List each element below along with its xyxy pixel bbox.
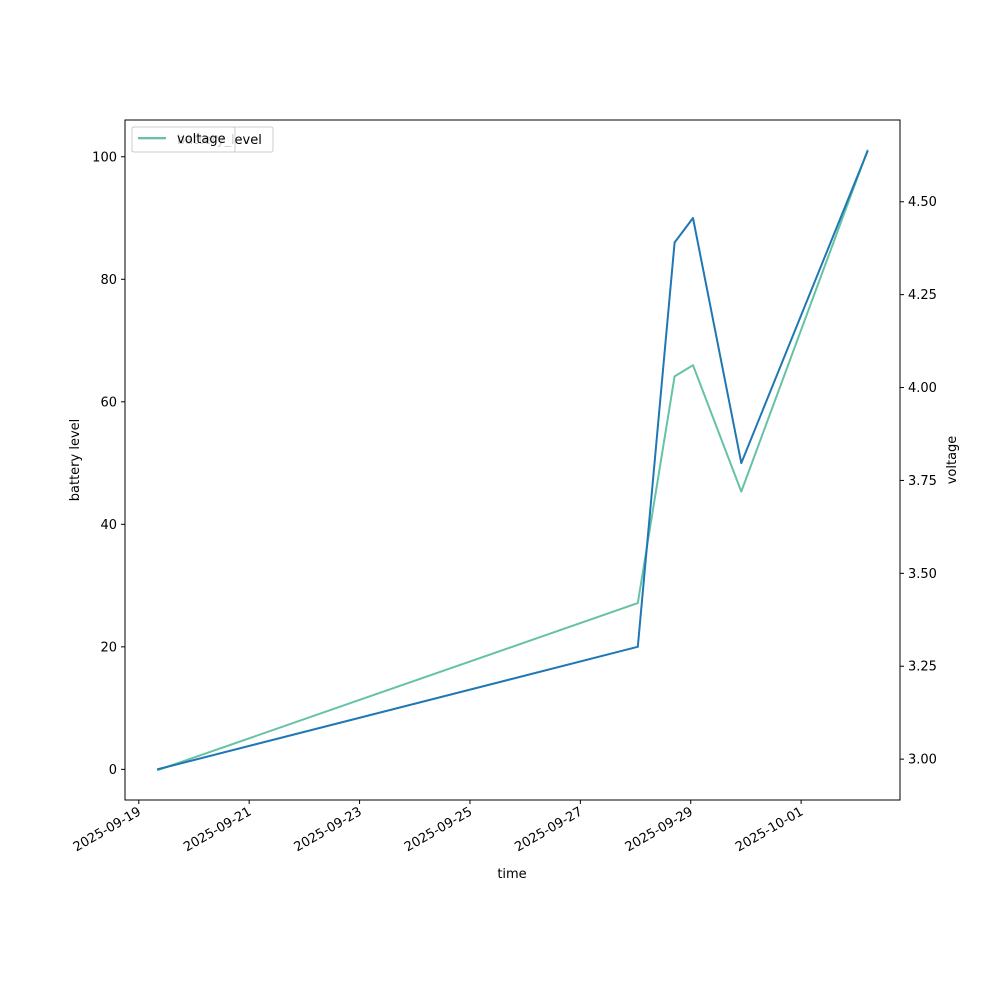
legend-right: voltage [131,126,236,153]
y-axis-left-label: battery level [68,419,83,502]
y-left-tick-label: 0 [109,763,117,778]
y-left-tick-label: 80 [100,273,117,288]
x-axis-label: time [497,867,526,882]
y-right-tick-label: 4.50 [908,195,937,210]
y-left-tick-label: 40 [100,518,117,533]
y-left-tick-label: 60 [100,395,117,410]
y-right-tick-label: 4.00 [908,381,937,396]
y-right-tick-label: 3.25 [908,660,937,675]
y-left-tick-label: 20 [100,640,117,655]
y-axis-right-label: voltage [945,436,960,485]
plot-layer [156,149,869,772]
series-line-battery-level [156,150,869,771]
series-line-voltage [156,149,869,772]
y-right-tick-label: 3.50 [908,567,937,582]
legend-label-voltage: voltage [177,132,226,147]
y-right-tick-label: 3.75 [908,474,937,489]
plot-frame [124,119,901,801]
legend-right-frame [131,126,236,153]
y-right-tick-label: 4.25 [908,288,937,303]
y-left-tick-label: 100 [92,150,117,165]
y-right-tick-label: 3.00 [908,753,937,768]
